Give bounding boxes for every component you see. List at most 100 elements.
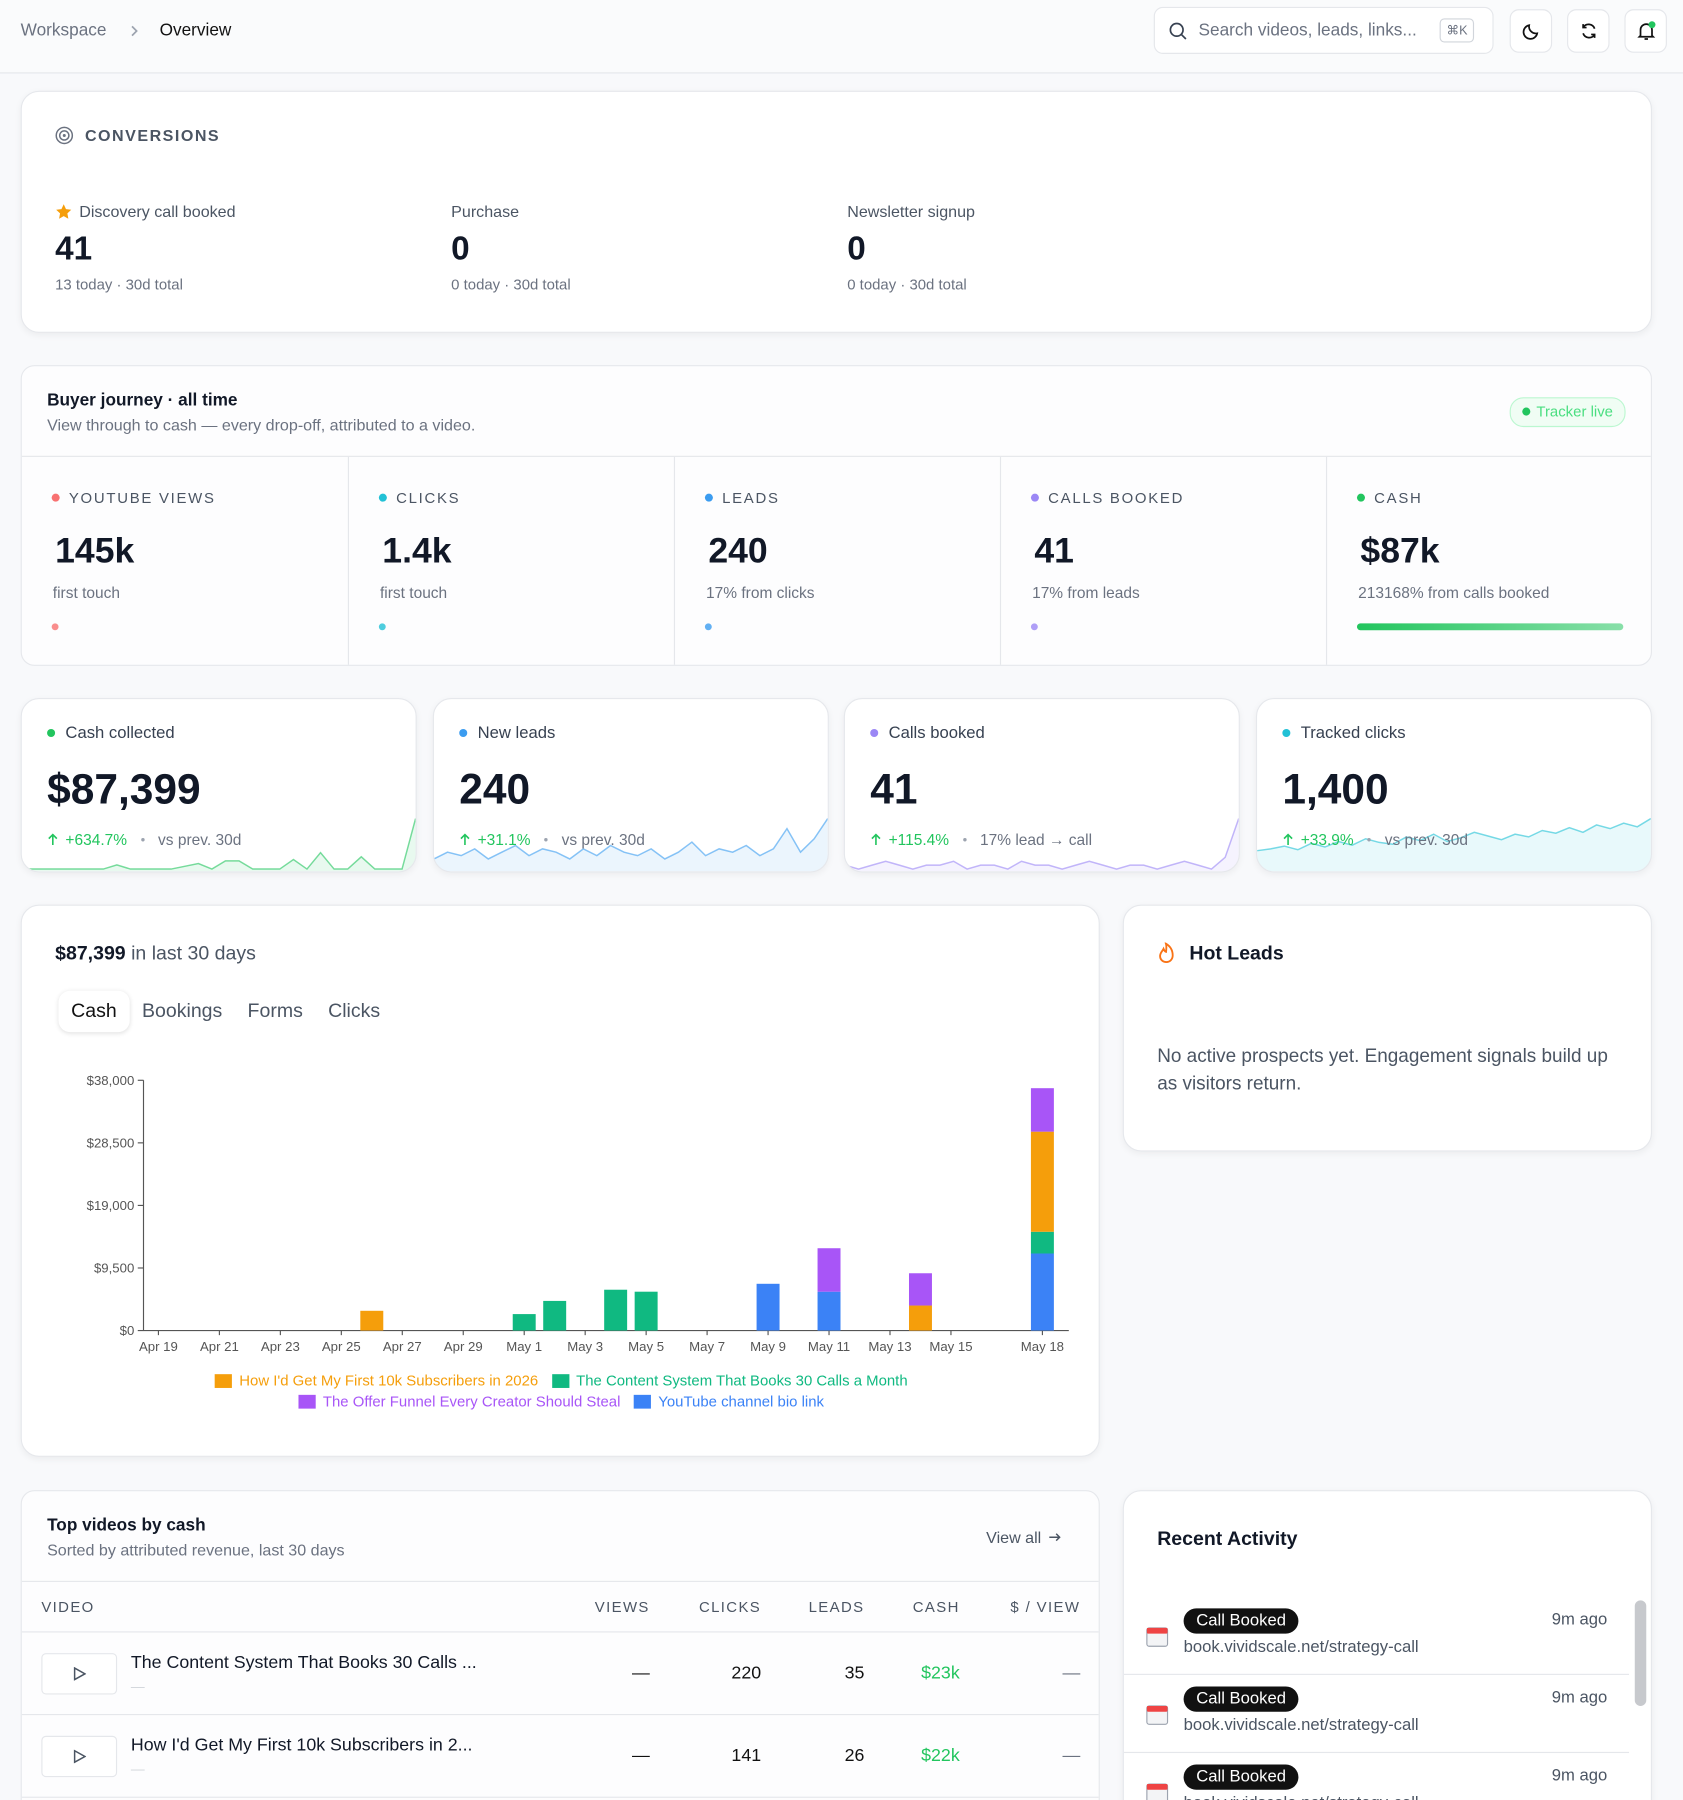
video-thumbnail	[41, 1653, 118, 1695]
play-shape	[73, 1666, 87, 1681]
sparkline-line	[433, 818, 828, 860]
calendar-icon	[1146, 1705, 1169, 1725]
table-row[interactable]: The Content System That Books 30 Calls .…	[21, 1632, 1099, 1716]
stage-value: 1.4k	[382, 530, 452, 571]
revenue-card: $87,399 in last 30 days $0 $9,500 $19,000 $…	[20, 904, 1100, 1457]
conversion-label: Newsletter signup	[847, 201, 975, 222]
activity-time: 9m ago	[1551, 1688, 1608, 1708]
chevron-icon	[131, 25, 138, 37]
conversion-note: 0 today · 30d total	[847, 275, 967, 293]
calendar-top	[1146, 1627, 1168, 1634]
kpi-card: Cash collected $87,399 +634.7% vs prev. 30d	[20, 697, 417, 873]
revenue-total: $87,399	[55, 942, 126, 965]
card-subtitle: Sorted by attributed revenue, last 30 da…	[47, 1540, 345, 1560]
kpi-dot	[459, 728, 468, 738]
x-tick-label: Apr 19	[139, 1339, 178, 1354]
hot-leads-card: Hot Leads No active prospects yet. Engag…	[1122, 904, 1653, 1152]
stage-dot-small	[704, 623, 712, 631]
table-cell: —	[1062, 1746, 1081, 1766]
activity-item[interactable]: Call Booked book.vividscale.net/strategy-…	[1124, 1753, 1629, 1800]
sparkline-area	[433, 818, 828, 872]
sparkline-line	[21, 818, 416, 871]
table-row[interactable]: How I'd Get My First 10k Subscribers in …	[21, 1715, 1099, 1798]
activity-item[interactable]: Call Booked book.vividscale.net/strategy-…	[1123, 1675, 1630, 1754]
conversion-note: 0 today · 30d total	[451, 275, 571, 293]
table-cell: 141	[731, 1746, 762, 1766]
column-header: CASH	[912, 1598, 960, 1616]
legend-item[interactable]: The Content System That Books 30 Calls a…	[551, 1372, 908, 1389]
bar-segment	[817, 1291, 841, 1331]
kpi-change: +33.9%	[1300, 831, 1354, 849]
chart-tab[interactable]: Cash	[58, 990, 130, 1033]
kpi-label: Cash collected	[65, 724, 175, 743]
sparkline-area	[21, 818, 416, 872]
column-header: LEADS	[808, 1598, 865, 1616]
calendar-top	[1146, 1784, 1168, 1790]
divider	[21, 455, 1651, 457]
y-tick-label: $9,500	[94, 1261, 134, 1276]
legend-swatch	[634, 1394, 652, 1409]
legend-label: YouTube channel bio link	[658, 1392, 824, 1410]
stage-dot	[1356, 493, 1365, 502]
conversion-value: 0	[451, 230, 470, 268]
legend-item[interactable]: The Offer Funnel Every Creator Should St…	[298, 1393, 620, 1410]
scrollbar[interactable]	[1634, 1600, 1647, 1706]
chart-tab[interactable]: Clicks	[328, 999, 381, 1022]
top-videos-card: Top videos by cash Sorted by attributed …	[20, 1490, 1100, 1800]
stage-value: 41	[1034, 530, 1074, 571]
funnel-stage: CASH $87k 213168% from calls booked	[1325, 456, 1651, 665]
chart-tab[interactable]: Bookings	[141, 999, 223, 1022]
top-bar: Workspace Overview Search videos, leads,…	[0, 0, 1683, 74]
refresh-button[interactable]	[1567, 9, 1610, 53]
calendar-icon	[1146, 1627, 1169, 1647]
x-tick-label: May 15	[929, 1339, 972, 1354]
kpi-label: Calls booked	[888, 724, 985, 743]
kpi-note: vs prev. 30d	[158, 831, 242, 849]
legend-item[interactable]: How I'd Get My First 10k Subscribers in …	[215, 1372, 538, 1389]
notifications-button[interactable]	[1624, 9, 1667, 53]
search-icon	[1169, 22, 1187, 40]
status-dot	[1522, 407, 1531, 416]
stage-note: first touch	[52, 584, 121, 602]
table-cell: $23k	[921, 1663, 960, 1683]
breadcrumb-link[interactable]: Workspace	[20, 20, 107, 41]
theme-button[interactable]	[1509, 9, 1553, 53]
refresh-icon	[1581, 23, 1595, 39]
funnel-stage: LEADS 240 17% from clicks	[673, 456, 1001, 665]
table-cell: —	[631, 1663, 650, 1683]
kpi-dot	[870, 728, 879, 738]
search-placeholder: Search videos, leads, links...	[1198, 20, 1417, 41]
x-tick-label: Apr 23	[261, 1339, 300, 1354]
x-tick-label: May 7	[689, 1339, 725, 1354]
conversions-card: CONVERSIONS Discovery call booked 41 13 to…	[20, 90, 1653, 333]
target-icon	[55, 126, 74, 145]
chart-tab[interactable]: Forms	[247, 999, 303, 1022]
recent-activity-card: Recent Activity Call Booked book.vividsca…	[1122, 1490, 1653, 1800]
separator-dot	[544, 838, 548, 842]
kpi-label: New leads	[477, 724, 556, 743]
kpi-note: vs prev. 30d	[1384, 831, 1468, 849]
legend-swatch	[298, 1394, 316, 1409]
search-box[interactable]: Search videos, leads, links... ⌘K	[1153, 6, 1494, 54]
separator-dot	[140, 838, 145, 842]
sparkline	[433, 818, 828, 872]
table-cell: —	[631, 1746, 650, 1766]
stage-dot-small	[378, 623, 386, 631]
stage-label: CLICKS	[396, 489, 461, 507]
legend-item[interactable]: YouTube channel bio link	[634, 1393, 824, 1410]
bar-segment	[1030, 1253, 1054, 1331]
link-text: View all	[986, 1528, 1042, 1547]
conversion-label: Purchase	[451, 201, 570, 222]
kpi-value: 41	[870, 765, 918, 813]
play-shape	[73, 1749, 87, 1764]
arrow-shape	[871, 833, 881, 845]
badge-text: Tracker live	[1536, 402, 1613, 421]
view-all-link[interactable]: View all	[986, 1528, 1062, 1546]
x-tick-label: May 9	[750, 1339, 786, 1354]
card-title: Top videos by cash	[47, 1515, 206, 1535]
sparkline	[21, 818, 416, 872]
card-title: Buyer journey · all time	[47, 390, 238, 410]
activity-item[interactable]: Call Booked book.vividscale.net/strategy-…	[1123, 1597, 1630, 1675]
kpi-dot	[47, 728, 56, 738]
conversion-label: Discovery call booked	[55, 201, 236, 222]
